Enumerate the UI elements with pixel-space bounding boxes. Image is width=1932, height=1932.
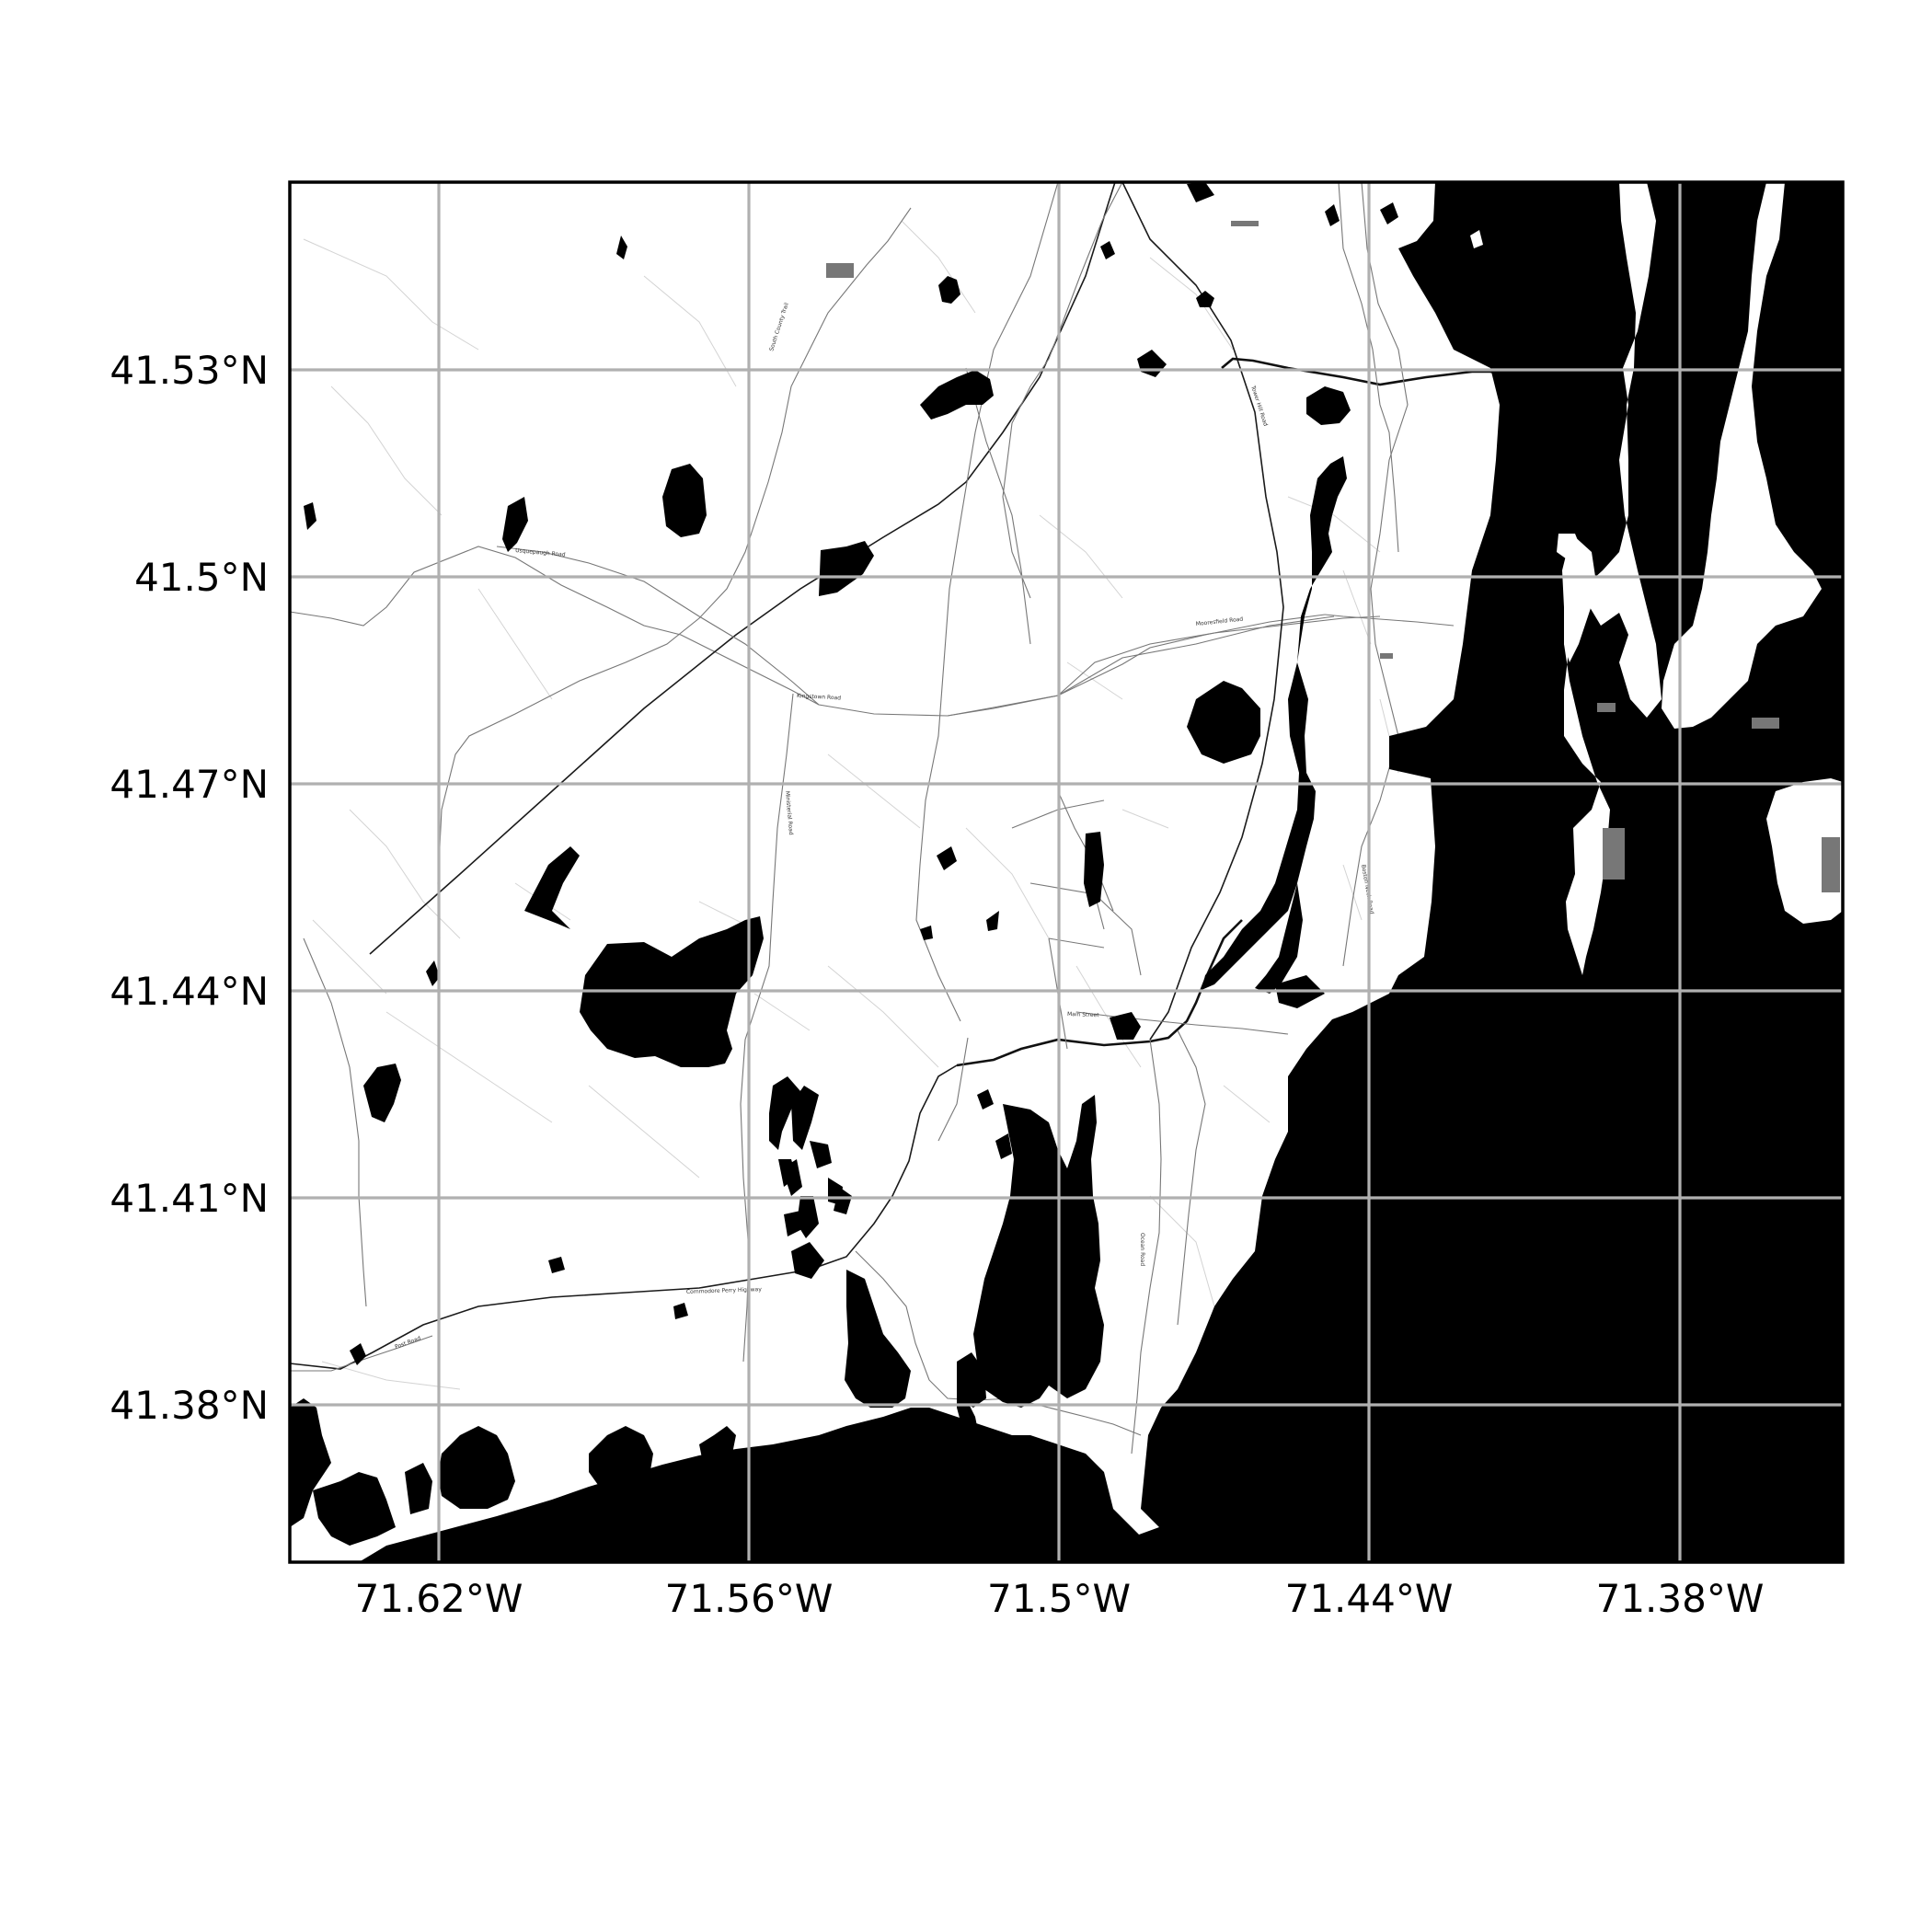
larkin-pond — [524, 846, 580, 929]
pond-sw-4 — [548, 1257, 565, 1273]
road-east-ns — [1338, 182, 1399, 553]
pond-north-9 — [502, 497, 528, 552]
pond-sw-1 — [363, 1064, 401, 1122]
pond-north-8 — [616, 236, 627, 259]
road-mooresfield — [947, 615, 1381, 717]
pond-center-8 — [1435, 708, 1463, 765]
yawgoo-pond — [662, 464, 707, 537]
pond-jamestown-1 — [1470, 230, 1483, 248]
road-route-1 — [956, 919, 1243, 1067]
road-south-west — [303, 937, 367, 1307]
ninigret-pond-2 — [313, 1472, 396, 1546]
lon-tick-label: 71.56°W — [665, 1576, 834, 1621]
road-post-road — [290, 1335, 433, 1372]
lon-tick-label: 71.44°W — [1285, 1576, 1454, 1621]
conanicut-island — [1564, 182, 1662, 975]
lat-tick-label: 41.41°N — [109, 1176, 269, 1221]
pond-center-4 — [1110, 1012, 1141, 1040]
dutch-island — [1562, 534, 1597, 662]
pond-jamestown-2 — [1708, 337, 1724, 359]
potter-pond — [845, 1270, 911, 1408]
road-north-south-2 — [1002, 182, 1123, 599]
pond-sw-5 — [673, 1303, 688, 1319]
latitude-axis: 41.53°N 41.5°N 41.47°N 41.44°N 41.41°N 4… — [109, 348, 269, 1428]
road-commodore-perry — [290, 1064, 958, 1370]
road-label: Ministerial Road — [784, 791, 794, 836]
ninigret-pond — [290, 1398, 331, 1527]
pond-north-10 — [304, 502, 316, 530]
jamestown-east-shore — [1662, 182, 1822, 729]
road-usquepaugh — [496, 546, 820, 706]
lat-tick-label: 41.44°N — [109, 969, 269, 1014]
pond-north-5 — [1196, 291, 1214, 307]
road-mooresfield-north — [1057, 615, 1335, 696]
pond-center-1 — [937, 846, 957, 870]
pond-jamestown-3 — [1665, 228, 1674, 243]
green-hill-pond — [699, 1426, 736, 1465]
narrow-river-north — [1202, 456, 1347, 990]
road-kingstown-east — [1324, 614, 1455, 627]
pond-center-2 — [986, 911, 999, 931]
lat-tick-label: 41.47°N — [109, 762, 269, 807]
pettaquamscutt-cove — [1255, 883, 1303, 994]
road-label: Kingstown Road — [797, 693, 842, 702]
longitude-axis: 71.62°W 71.56°W 71.5°W 71.44°W 71.38°W — [355, 1576, 1765, 1621]
point-judith-pond-west — [957, 1352, 986, 1408]
lon-tick-label: 71.38°W — [1596, 1576, 1765, 1621]
saugatucket-river — [957, 1380, 984, 1527]
road-label: Ocean Road — [1139, 1233, 1145, 1266]
narragansett-bay-west-passage — [359, 182, 1843, 1562]
road-north-south-3 — [965, 367, 1031, 645]
road-narragansett-east — [1131, 1039, 1162, 1455]
map-gridlines — [290, 182, 1843, 1562]
pond-sw-2 — [426, 960, 440, 986]
cards-pond — [589, 1426, 653, 1487]
pond-center-6 — [995, 1133, 1012, 1159]
saugatucket-sub — [1021, 1122, 1036, 1150]
road-label: Commodore Perry Highway — [686, 1286, 763, 1295]
road-south-county-trail — [437, 207, 912, 939]
pond-jamestown-4 — [1689, 221, 1700, 237]
lon-tick-label: 71.5°W — [987, 1576, 1131, 1621]
map-plot-area: South County Trail Kingstown Road Usquep… — [290, 182, 1843, 1562]
pond-center-5 — [977, 1089, 994, 1110]
thirty-acre-pond — [819, 541, 874, 596]
road-east-inner — [1177, 1029, 1206, 1326]
pond-north-11 — [1380, 202, 1398, 224]
road-amtrak-line — [369, 182, 1116, 955]
map-frame — [288, 180, 1845, 1564]
lat-tick-label: 41.53°N — [109, 348, 269, 393]
road-north-south-1 — [915, 182, 1059, 1022]
pond-north-6 — [1100, 241, 1115, 259]
developed-areas — [826, 221, 1840, 892]
silver-lake-pond — [1187, 681, 1260, 764]
point-judith-pond — [973, 1095, 1104, 1408]
pond-north-3 — [1306, 386, 1351, 425]
lon-tick-label: 71.62°W — [355, 1576, 523, 1621]
pond-sw-3 — [350, 1343, 366, 1365]
wakefield-pond — [769, 1076, 852, 1236]
pond-north-12 — [1325, 204, 1340, 226]
pond-north-4 — [1187, 182, 1214, 202]
pond-center-3 — [1084, 832, 1104, 907]
road-label: Usquepaugh Road — [515, 547, 566, 558]
pond-north-1 — [920, 370, 994, 420]
road-label: Main Street — [1067, 1011, 1099, 1018]
road-central-ns — [937, 1037, 969, 1142]
east-pond-coast — [405, 1463, 432, 1514]
pond-north-2 — [938, 276, 960, 304]
trustom-pond — [438, 1426, 515, 1509]
potter-pond-islands — [782, 1086, 843, 1279]
lat-tick-label: 41.5°N — [134, 555, 269, 600]
pond-center-7 — [920, 926, 933, 940]
hall-creek-island — [1557, 534, 1582, 561]
lat-tick-label: 41.38°N — [109, 1383, 269, 1428]
